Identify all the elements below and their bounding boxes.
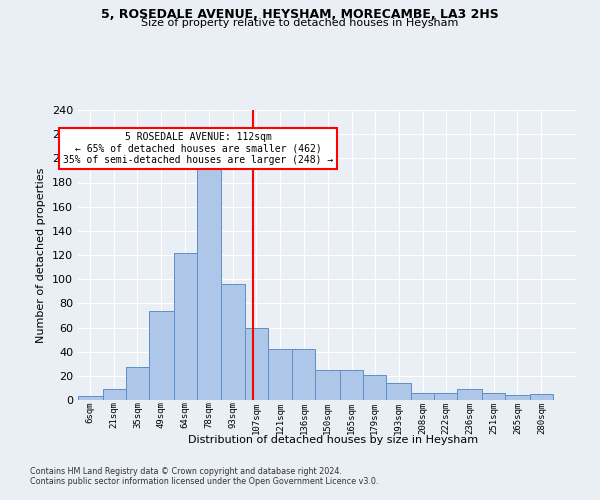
Bar (316, 370, 340, 400)
Bar (268, 349, 292, 400)
Bar (386, 383, 411, 400)
Bar (103, 389, 126, 400)
Bar (149, 310, 173, 400)
Bar (292, 349, 316, 400)
Text: Size of property relative to detached houses in Heysham: Size of property relative to detached ho… (142, 18, 458, 28)
Text: 5 ROSEDALE AVENUE: 112sqm
← 65% of detached houses are smaller (462)
35% of semi: 5 ROSEDALE AVENUE: 112sqm ← 65% of detac… (63, 132, 334, 165)
Bar (530, 394, 553, 400)
Bar (340, 370, 363, 400)
Bar (197, 162, 221, 400)
Bar (126, 368, 149, 400)
Bar (457, 389, 482, 400)
Bar (221, 284, 245, 400)
Bar (173, 252, 197, 400)
Bar (363, 374, 386, 400)
Text: 5, ROSEDALE AVENUE, HEYSHAM, MORECAMBE, LA3 2HS: 5, ROSEDALE AVENUE, HEYSHAM, MORECAMBE, … (101, 8, 499, 20)
Bar (482, 393, 505, 400)
Bar (78, 396, 103, 400)
Bar (411, 393, 434, 400)
Bar (434, 393, 457, 400)
Text: Distribution of detached houses by size in Heysham: Distribution of detached houses by size … (188, 435, 478, 445)
Y-axis label: Number of detached properties: Number of detached properties (37, 168, 46, 342)
Text: Contains HM Land Registry data © Crown copyright and database right 2024.: Contains HM Land Registry data © Crown c… (30, 468, 342, 476)
Bar (505, 395, 530, 400)
Text: Contains public sector information licensed under the Open Government Licence v3: Contains public sector information licen… (30, 478, 379, 486)
Bar (245, 328, 268, 400)
